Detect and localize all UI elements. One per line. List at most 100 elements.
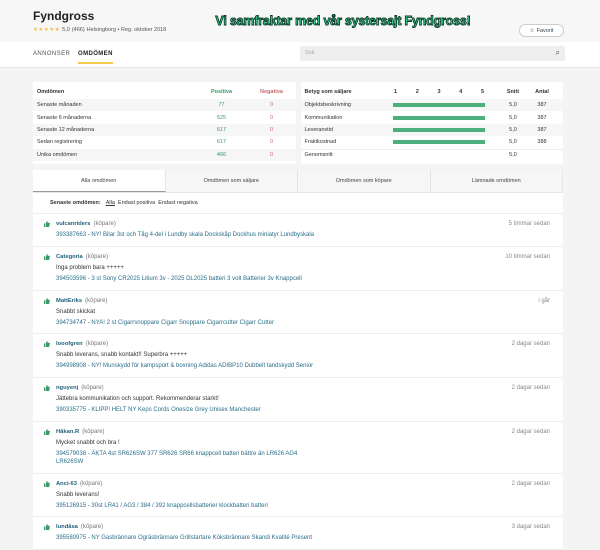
review-role: (köpare) — [82, 428, 105, 435]
negative-count: 0 — [269, 126, 274, 133]
review-item: Anci-63 (köpare) 2 dagar sedan Snabb levera… — [33, 474, 563, 518]
avg: 5,0 — [509, 139, 517, 146]
negative-count: 0 — [269, 139, 274, 146]
review-time: i går — [538, 297, 550, 304]
row-label: Senaste månaden — [37, 102, 82, 109]
favorite-label: Favorit — [536, 27, 554, 34]
tab-omdomen-som-saljare[interactable]: Omdömen som säljare — [165, 170, 298, 192]
review-item: MattEriks (köpare) i går Snabbt skickat 3947… — [33, 291, 563, 335]
review-user-link[interactable]: Anci-63 — [56, 480, 77, 487]
review-user-link[interactable]: lundåsa — [56, 524, 78, 531]
row-label: Sedan registrering — [37, 139, 82, 146]
avg: 5,0 — [509, 152, 517, 159]
review-item-link[interactable]: 394734747 - NYA! 2 st Cigarrsnoppare Cig… — [56, 319, 274, 326]
avg: 5,0 — [509, 126, 517, 133]
review-comment: Jättebra kommunikation och support. Reko… — [56, 396, 219, 403]
scale-label: 2 — [415, 89, 419, 95]
average-row: Genomsnitt 5,0 — [300, 148, 563, 161]
review-comment: Snabb leverans, snabb kontakt!! Superbra… — [56, 352, 188, 359]
thumbs-up-icon — [44, 341, 50, 349]
nav-bar: ANNONSER OMDÖMEN Sök ⌕ — [0, 42, 600, 68]
review-item-link[interactable]: 395126915 - 30st LR41 / AG3 / 384 / 392 … — [56, 502, 268, 509]
review-time: 2 dagar sedan — [511, 341, 550, 348]
tab-lamnade-omdomen[interactable]: Lämnade omdömen — [430, 170, 563, 192]
count: 387 — [537, 102, 547, 109]
star-rating-icon: ★★★★★ — [33, 27, 61, 33]
review-item-link[interactable]: 390335775 - KLIPP! HELT NY Keps Cords On… — [56, 407, 261, 414]
col-header: Betyg som säljare — [304, 89, 352, 95]
tab-alla-omdomen[interactable]: Alla omdömen — [33, 170, 166, 192]
review-role: (köpare) — [85, 297, 108, 304]
tab-omdomen[interactable]: OMDÖMEN — [78, 51, 113, 64]
review-role: (köpare) — [79, 480, 103, 487]
rating-row: Kommunikation 5,0 387 — [301, 111, 564, 123]
col-header: Negativa — [260, 89, 283, 95]
review-item: nguyenj (köpare) 2 dagar sedan Jättebra kom… — [33, 378, 563, 422]
review-item: lundåsa (köpare) 3 dagar sedan 395580975 - … — [33, 517, 563, 550]
filter-positive[interactable]: Endast positiva — [117, 200, 156, 206]
rating-bar — [393, 115, 485, 120]
row-label: Senaste 6 månaderna — [37, 114, 92, 121]
review-item: Håkan.R (köpare) 2 dagar sedan Mycket snabb… — [33, 422, 563, 474]
favorite-button[interactable]: ☆ Favorit — [519, 24, 564, 37]
count: 387 — [537, 114, 547, 121]
review-user-link[interactable]: looofgren — [56, 341, 83, 348]
star-icon: ☆ — [529, 27, 535, 34]
review-time: 2 dagar sedan — [511, 428, 550, 435]
review-user-link[interactable]: Categoria — [56, 253, 83, 260]
count: 388 — [537, 139, 547, 146]
summary-row: Senaste 6 månaderna 525 0 — [33, 111, 296, 123]
filter-all[interactable]: Alla — [105, 200, 115, 206]
tab-annonser[interactable]: ANNONSER — [33, 51, 71, 57]
location: Helsingborg • Reg. oktober 2018 — [86, 27, 167, 33]
tab-omdomen-som-kopare[interactable]: Omdömen som köpare — [298, 170, 431, 192]
avg: 5,0 — [509, 102, 517, 109]
row-label: Leveranstid — [304, 126, 333, 133]
review-item: looofgren (köpare) 2 dagar sedan Snabb leve… — [33, 334, 563, 379]
thumbs-up-icon — [44, 297, 50, 306]
scale-label: 4 — [459, 89, 463, 95]
positive-count: 466 — [216, 151, 227, 158]
thumbs-up-icon — [44, 524, 50, 532]
review-comment: Snabb leverans! — [56, 491, 100, 498]
review-time: 2 dagar sedan — [511, 385, 550, 392]
positive-count: 525 — [216, 114, 227, 121]
rating-count: (466) — [71, 27, 85, 33]
rating-bar — [393, 140, 485, 145]
review-time: 3 dagar sedan — [511, 524, 550, 531]
review-item-link[interactable]: 395580975 - NY Gasbrännare Ogräsbrännare… — [56, 535, 313, 542]
review-item-link[interactable]: 394579038 - ÄKTA 4st SR626SW 377 SR626 S… — [56, 450, 298, 465]
rating-row: Leveranstid 5,0 387 — [300, 123, 563, 137]
review-role: (köpare) — [93, 221, 116, 227]
search-input[interactable]: Sök ⌕ — [300, 46, 565, 61]
filter-label: Senaste omdömen: — [50, 200, 101, 206]
scale-label: 1 — [394, 89, 398, 95]
positive-count: 77 — [218, 102, 225, 109]
search-icon[interactable]: ⌕ — [555, 48, 560, 57]
summary-row: Senaste månaden 77 0 — [33, 99, 296, 112]
filter-negative[interactable]: Endast negativa — [158, 200, 198, 206]
review-filter: Senaste omdömen: Alla Endast positiva En… — [33, 193, 563, 214]
seller-rating-table: Betyg som säljare 1 2 3 4 5 Snitt Antal Objek… — [300, 82, 564, 164]
review-time: 2 dagar sedan — [511, 480, 550, 487]
review-role: (köpare) — [81, 385, 104, 392]
review-user-link[interactable]: nguyenj — [56, 385, 79, 392]
review-item-link[interactable]: 393387663 - NY! Bilar 3st och Tåg 4-del … — [56, 232, 315, 238]
review-user-link[interactable]: Håkan.R — [56, 428, 80, 435]
review-user-link[interactable]: MattEriks — [56, 297, 83, 304]
col-header: Snitt — [506, 89, 520, 95]
rating-bar — [393, 127, 485, 132]
scale-label: 5 — [480, 89, 484, 95]
review-item-link[interactable]: 394998908 - NY! Munskydd för kampsport &… — [56, 363, 314, 370]
row-label: Kommunikation — [304, 114, 343, 121]
review-role: (köpare) — [85, 341, 109, 348]
summary-row: Senaste 12 månaderna 617 0 — [33, 123, 296, 137]
review-item-link[interactable]: 394503596 - 3 st Sony CR2025 Litium 3v -… — [56, 275, 302, 282]
avg: 5,0 — [509, 114, 517, 121]
review-item: vulcanriders (köpare) 5 timmar sedan 393387… — [33, 214, 563, 247]
thumbs-up-icon — [44, 385, 50, 393]
shop-header: Fyndgross ★★★★★ 5,0 (466) Helsingborg • … — [0, 0, 600, 42]
negative-count: 0 — [269, 102, 274, 109]
review-user-link[interactable]: vulcanriders — [56, 221, 91, 227]
summary-row: Sedan registrering 617 0 — [33, 136, 296, 148]
